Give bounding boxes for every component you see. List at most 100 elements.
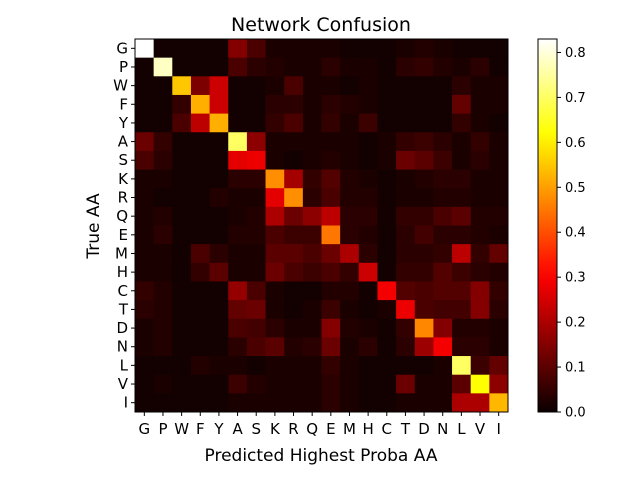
heatmap-cell [377,356,397,376]
heatmap-cell [489,281,509,301]
heatmap-cell [246,132,266,152]
heatmap-cell [209,76,229,96]
y-tick-label: L [120,356,129,374]
heatmap-cell [377,244,397,264]
heatmap-cell [209,169,229,189]
heatmap-cell [414,132,434,152]
heatmap-cell [135,374,155,394]
heatmap-cell [246,57,266,77]
plot-frame [134,38,509,413]
heatmap-cell [377,225,397,245]
heatmap-cell [228,318,248,338]
heatmap-cell [228,262,248,282]
heatmap-cell [209,150,229,170]
heatmap-cell [470,188,490,208]
heatmap-cell [489,318,509,338]
heatmap-cell [414,206,434,226]
heatmap-cell [228,57,248,77]
heatmap-cell [396,225,416,245]
heatmap-cell [489,188,509,208]
heatmap-cell [302,393,322,413]
heatmap-cell [265,206,285,226]
heatmap-cell [246,356,266,376]
x-tick-label: V [475,420,486,438]
heatmap-cell [433,374,453,394]
heatmap-cell [302,244,322,264]
heatmap-cell [377,374,397,394]
heatmap-cell [172,76,192,96]
heatmap-cell [470,281,490,301]
heatmap-cell [340,337,360,357]
heatmap-cell [433,356,453,376]
heatmap-cell [190,337,210,357]
heatmap-cell [433,94,453,114]
heatmap-cell [228,94,248,114]
heatmap-cell [358,132,378,152]
x-tick-label: D [418,420,430,438]
heatmap-cell [135,393,155,413]
heatmap-cell [228,76,248,96]
colorbar-tick-label: 0.2 [565,316,586,331]
heatmap-cell [302,300,322,320]
heatmap-cell [340,374,360,394]
y-tick-label: V [118,375,129,393]
heatmap-cell [265,262,285,282]
heatmap-cell [265,300,285,320]
heatmap-cell [414,281,434,301]
heatmap-cell [452,262,472,282]
heatmap-cell [246,244,266,264]
heatmap-cell [489,337,509,357]
x-tick-label: K [270,420,281,438]
heatmap-cell [433,169,453,189]
y-tick-label: D [116,319,128,337]
heatmap-cell [172,188,192,208]
heatmap-cell [246,337,266,357]
heatmap-cell [153,39,173,59]
heatmap-cell [489,206,509,226]
heatmap-cell [470,150,490,170]
heatmap-cell [470,374,490,394]
heatmap-cell [358,150,378,170]
heatmap-cell [377,132,397,152]
heatmap-cell [452,113,472,133]
heatmap-cell [284,206,304,226]
heatmap-cell [284,76,304,96]
y-tick-label: R [118,189,128,207]
heatmap-cell [470,94,490,114]
heatmap-cell [396,374,416,394]
heatmap-cell [284,318,304,338]
heatmap-cell [153,188,173,208]
heatmap-cell [489,132,509,152]
heatmap-cell [209,337,229,357]
heatmap-cell [358,281,378,301]
x-tick-label: Q [306,420,318,438]
heatmap-cell [265,356,285,376]
heatmap-cell [209,262,229,282]
heatmap-cell [284,169,304,189]
heatmap-cell [396,150,416,170]
heatmap-cell [228,132,248,152]
heatmap-cell [190,244,210,264]
heatmap-cell [433,244,453,264]
heatmap-cell [489,113,509,133]
heatmap-cell [414,94,434,114]
heatmap-cell [172,281,192,301]
heatmap-cell [358,356,378,376]
heatmap-cell [377,206,397,226]
heatmap-cell [228,374,248,394]
heatmap-cell [433,150,453,170]
heatmap-cell [358,94,378,114]
heatmap-cell [358,300,378,320]
x-tick-label: W [174,420,189,438]
heatmap-cell [433,300,453,320]
heatmap-cell [265,393,285,413]
heatmap-cell [135,337,155,357]
heatmap-cell [340,39,360,59]
heatmap-cell [358,337,378,357]
heatmap-cell [321,300,341,320]
heatmap-cell [470,132,490,152]
heatmap-cell [228,188,248,208]
y-tick-label: F [119,95,128,113]
heatmap-cell [209,300,229,320]
heatmap-cell [284,281,304,301]
